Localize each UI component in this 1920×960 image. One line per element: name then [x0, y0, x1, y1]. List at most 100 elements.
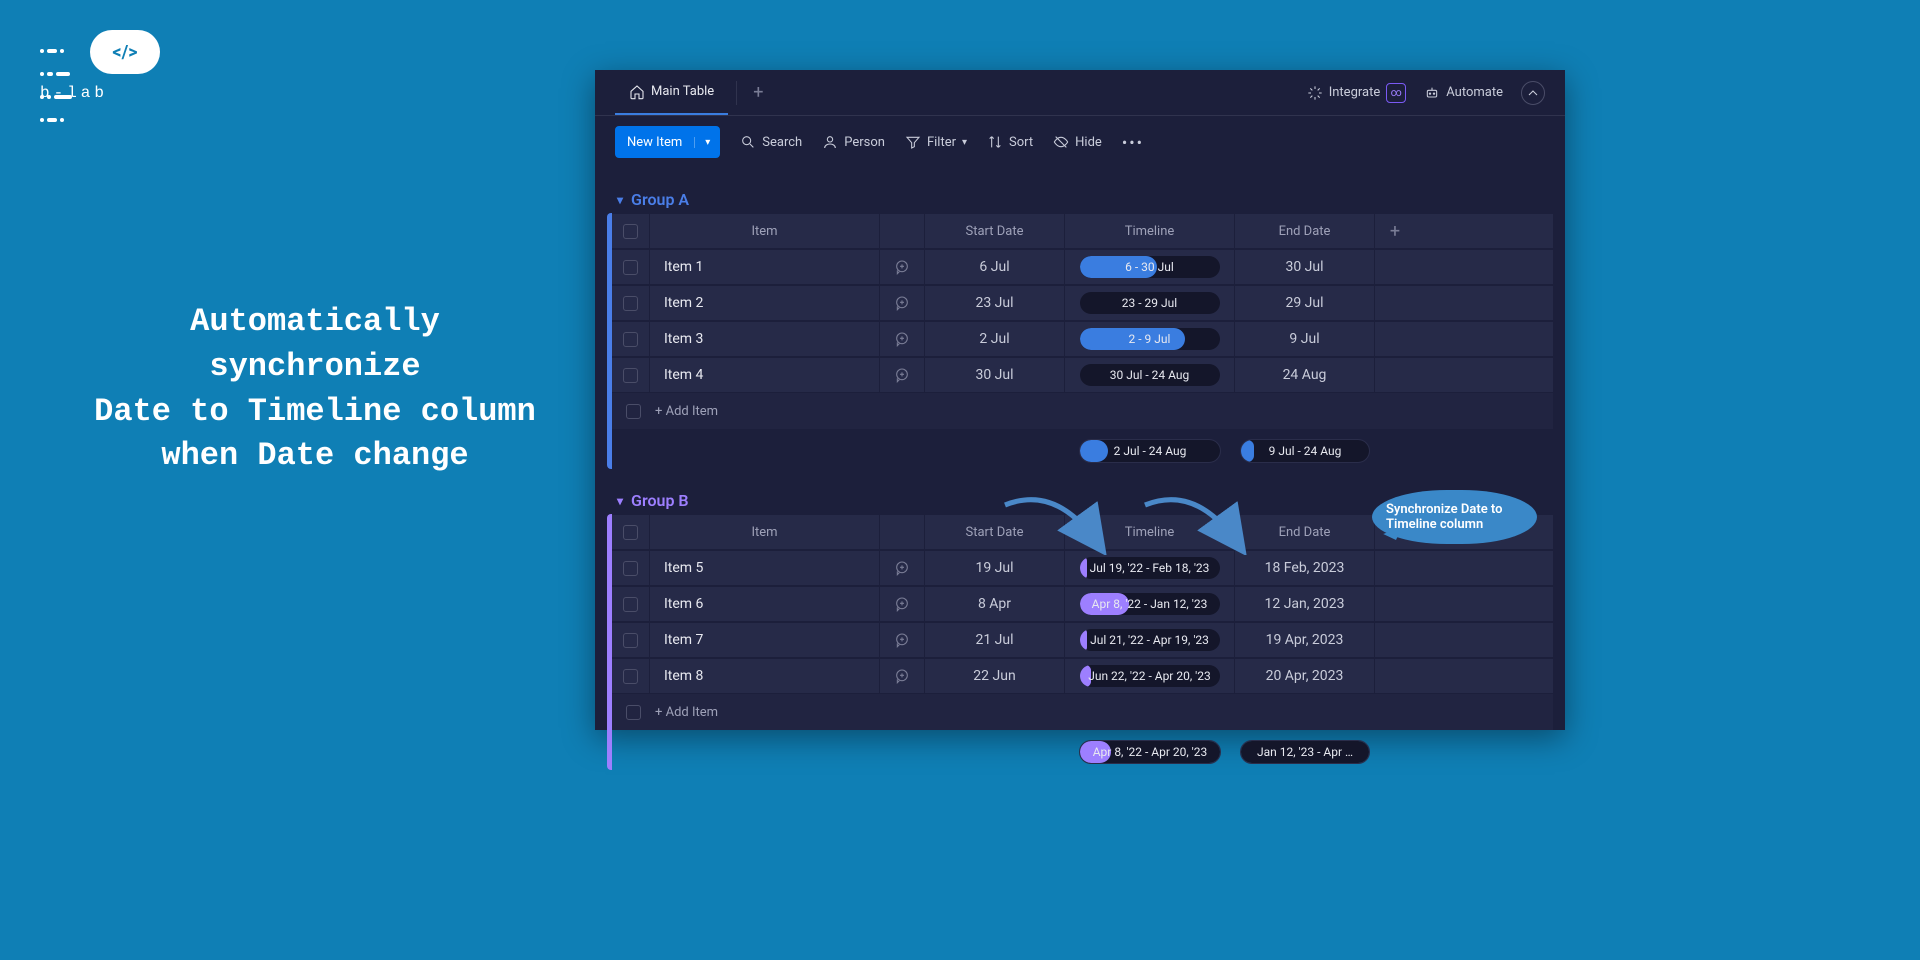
cell-end-date[interactable]: 12 Jan, 2023	[1235, 587, 1375, 621]
table-row[interactable]: Item 6 8 AprApr 8, '22 - Jan 12, '2312 Ja…	[612, 586, 1553, 622]
person-button[interactable]: Person	[822, 134, 885, 150]
search-button[interactable]: Search	[740, 134, 802, 150]
checkbox[interactable]	[623, 260, 638, 275]
cell-item[interactable]: Item 1	[650, 250, 880, 284]
cell-end-date[interactable]: 24 Aug	[1235, 358, 1375, 392]
collapse-button[interactable]	[1521, 81, 1545, 105]
cell-timeline[interactable]: 6 - 30 Jul	[1065, 250, 1235, 284]
column-header-start[interactable]: Start Date	[925, 214, 1065, 248]
table-row[interactable]: Item 3 2 Jul2 - 9 Jul9 Jul	[612, 321, 1553, 357]
cell-end-date[interactable]: 30 Jul	[1235, 250, 1375, 284]
add-item-row[interactable]: + Add Item	[612, 393, 1553, 429]
tab-main-table[interactable]: Main Table	[615, 70, 728, 115]
checkbox-cell[interactable]	[612, 250, 650, 284]
cell-start-date[interactable]: 8 Apr	[925, 587, 1065, 621]
cell-end-date[interactable]: 9 Jul	[1235, 322, 1375, 356]
checkbox-cell[interactable]	[612, 659, 650, 693]
new-item-button[interactable]: New Item ▾	[615, 126, 720, 158]
cell-timeline[interactable]: Jul 19, '22 - Feb 18, '23	[1065, 551, 1235, 585]
checkbox[interactable]	[623, 597, 638, 612]
add-item-label: + Add Item	[655, 705, 718, 720]
cell-item[interactable]: Item 8	[650, 659, 880, 693]
add-item-row[interactable]: + Add Item	[612, 694, 1553, 730]
cell-item[interactable]: Item 2	[650, 286, 880, 320]
cell-timeline[interactable]: Apr 8, '22 - Jan 12, '23	[1065, 587, 1235, 621]
column-header-item[interactable]: Item	[650, 214, 880, 248]
add-tab-button[interactable]: +	[745, 82, 771, 103]
checkbox-cell[interactable]	[612, 587, 650, 621]
checkbox-cell[interactable]	[612, 623, 650, 657]
automate-button[interactable]: Automate	[1424, 85, 1503, 101]
column-header-timeline[interactable]: Timeline	[1065, 214, 1235, 248]
updates-button[interactable]	[880, 286, 925, 320]
cell-start-date[interactable]: 6 Jul	[925, 250, 1065, 284]
filter-button[interactable]: Filter ▾	[905, 134, 967, 150]
cell-timeline[interactable]: 30 Jul - 24 Aug	[1065, 358, 1235, 392]
cell-start-date[interactable]: 23 Jul	[925, 286, 1065, 320]
checkbox[interactable]	[623, 224, 638, 239]
cell-start-date[interactable]: 19 Jul	[925, 551, 1065, 585]
column-header-end[interactable]: End Date	[1235, 515, 1375, 549]
cell-item[interactable]: Item 3	[650, 322, 880, 356]
cell-timeline[interactable]: 2 - 9 Jul	[1065, 322, 1235, 356]
table-row[interactable]: Item 5 19 JulJul 19, '22 - Feb 18, '2318 …	[612, 550, 1553, 586]
checkbox-cell[interactable]	[612, 551, 650, 585]
chevron-down-icon[interactable]: ▾	[694, 137, 720, 148]
cell-start-date[interactable]: 21 Jul	[925, 623, 1065, 657]
sort-button[interactable]: Sort	[987, 134, 1033, 150]
cell-timeline[interactable]: 23 - 29 Jul	[1065, 286, 1235, 320]
cell-start-date[interactable]: 30 Jul	[925, 358, 1065, 392]
table-row[interactable]: Item 8 22 JunJun 22, '22 - Apr 20, '2320 …	[612, 658, 1553, 694]
cell-timeline[interactable]: Jun 22, '22 - Apr 20, '23	[1065, 659, 1235, 693]
checkbox[interactable]	[623, 633, 638, 648]
checkbox[interactable]	[623, 332, 638, 347]
column-header-timeline[interactable]: Timeline	[1065, 515, 1235, 549]
cell-end-date[interactable]: 29 Jul	[1235, 286, 1375, 320]
select-all-cell[interactable]	[612, 515, 650, 549]
updates-button[interactable]	[880, 358, 925, 392]
group-header[interactable]: ▾Group A	[607, 186, 1553, 213]
sort-icon	[987, 134, 1003, 150]
table-row[interactable]: Item 7 21 JulJul 21, '22 - Apr 19, '2319 …	[612, 622, 1553, 658]
cell-item[interactable]: Item 4	[650, 358, 880, 392]
hide-button[interactable]: Hide	[1053, 134, 1102, 150]
checkbox-cell[interactable]	[612, 358, 650, 392]
updates-button[interactable]	[880, 551, 925, 585]
cell-timeline[interactable]: Jul 21, '22 - Apr 19, '23	[1065, 623, 1235, 657]
cell-item[interactable]: Item 5	[650, 551, 880, 585]
headline-text: Automatically synchronizeDate to Timelin…	[90, 300, 540, 479]
select-all-cell[interactable]	[612, 214, 650, 248]
cell-start-date[interactable]: 22 Jun	[925, 659, 1065, 693]
updates-button[interactable]	[880, 659, 925, 693]
cell-item[interactable]: Item 6	[650, 587, 880, 621]
cell-end-date[interactable]: 19 Apr, 2023	[1235, 623, 1375, 657]
column-header-start[interactable]: Start Date	[925, 515, 1065, 549]
add-column-button[interactable]: +	[1375, 214, 1415, 248]
integrate-button[interactable]: Integrate ∞	[1307, 83, 1407, 103]
updates-button[interactable]	[880, 250, 925, 284]
updates-button[interactable]	[880, 587, 925, 621]
search-label: Search	[762, 135, 802, 150]
checkbox[interactable]	[623, 296, 638, 311]
checkbox[interactable]	[623, 368, 638, 383]
updates-button[interactable]	[880, 322, 925, 356]
checkbox[interactable]	[623, 561, 638, 576]
column-header-item[interactable]: Item	[650, 515, 880, 549]
person-icon	[822, 134, 838, 150]
checkbox[interactable]	[623, 669, 638, 684]
updates-button[interactable]	[880, 623, 925, 657]
more-button[interactable]: •••	[1122, 133, 1144, 152]
summary-row: Apr 8, '22 - Apr 20, '23Jan 12, '23 - Ap…	[612, 734, 1553, 770]
table-row[interactable]: Item 2 23 Jul23 - 29 Jul29 Jul	[612, 285, 1553, 321]
column-header-end[interactable]: End Date	[1235, 214, 1375, 248]
cell-end-date[interactable]: 20 Apr, 2023	[1235, 659, 1375, 693]
cell-item[interactable]: Item 7	[650, 623, 880, 657]
table-row[interactable]: Item 4 30 Jul30 Jul - 24 Aug24 Aug	[612, 357, 1553, 393]
cell-start-date[interactable]: 2 Jul	[925, 322, 1065, 356]
cell-end-date[interactable]: 18 Feb, 2023	[1235, 551, 1375, 585]
home-icon	[629, 84, 645, 100]
checkbox[interactable]	[623, 525, 638, 540]
table-row[interactable]: Item 1 6 Jul6 - 30 Jul30 Jul	[612, 249, 1553, 285]
checkbox-cell[interactable]	[612, 322, 650, 356]
checkbox-cell[interactable]	[612, 286, 650, 320]
